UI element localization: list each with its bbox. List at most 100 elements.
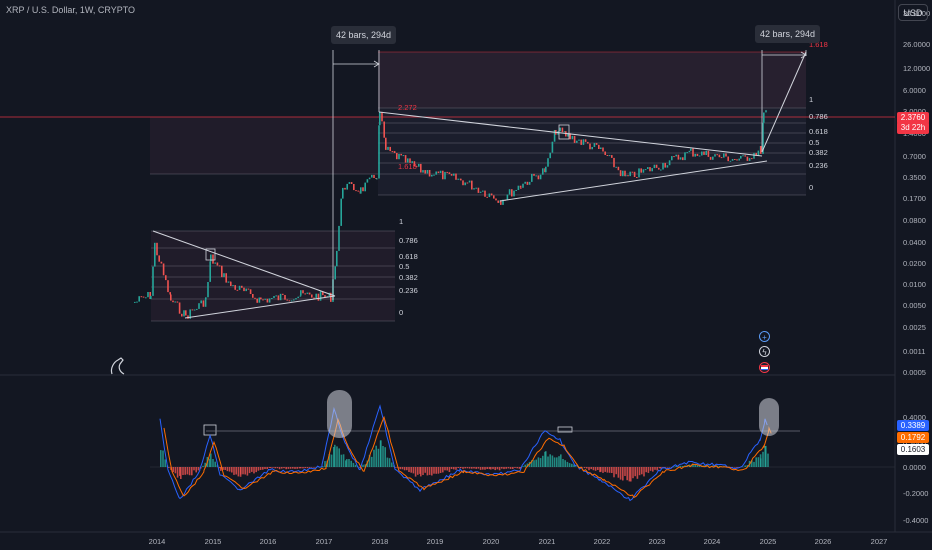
histogram-bar — [660, 467, 662, 469]
osc-blobs — [327, 390, 779, 438]
price-candle — [200, 300, 202, 304]
price-candle — [264, 298, 266, 300]
flag-icon[interactable] — [759, 362, 770, 373]
price-candle — [393, 151, 396, 153]
price-candle — [196, 308, 198, 310]
price-candle — [260, 297, 262, 300]
time-axis-label: 2018 — [372, 537, 389, 546]
price-candle — [398, 153, 400, 160]
price-candle — [402, 155, 405, 157]
price-candle — [705, 150, 707, 155]
price-candle — [297, 296, 299, 298]
histogram-bar — [453, 467, 455, 470]
price-candle — [277, 295, 280, 301]
histogram-bar — [590, 467, 592, 470]
price-candle — [214, 262, 216, 264]
histogram-bar — [746, 465, 749, 467]
price-candle — [172, 300, 174, 303]
price-candle — [210, 254, 212, 262]
price-candle — [212, 254, 214, 264]
price-candle — [627, 175, 629, 177]
histogram-bar — [222, 467, 224, 470]
histogram-bar — [426, 467, 429, 476]
histogram-bar — [439, 467, 442, 473]
price-candle — [725, 153, 727, 157]
histogram-bar — [424, 467, 426, 473]
histogram-bar — [304, 467, 306, 469]
currency-button[interactable]: USD — [898, 4, 928, 21]
price-candle — [679, 157, 682, 160]
histogram-bar — [244, 467, 246, 475]
histogram-bar — [218, 467, 221, 469]
price-candle — [437, 171, 440, 173]
lightning-icon[interactable]: ϟ — [759, 346, 770, 357]
price-candle — [524, 181, 526, 184]
fib-level-label: 0 — [809, 183, 813, 192]
price-candle — [245, 288, 247, 292]
price-candle — [760, 146, 762, 154]
price-candle — [293, 299, 295, 301]
histogram-bar — [613, 467, 615, 478]
price-axis-label: 0.0800 — [903, 216, 926, 225]
histogram-bar — [628, 467, 631, 482]
price-candle — [608, 155, 611, 157]
histogram-bar — [313, 467, 315, 468]
price-candle — [640, 168, 642, 173]
price-candle — [236, 289, 239, 291]
price-candle — [404, 155, 407, 163]
histogram-bar — [287, 467, 290, 469]
price-candle — [353, 184, 355, 191]
histogram-bar — [346, 459, 348, 467]
price-candle — [511, 189, 513, 197]
price-candle — [376, 178, 378, 180]
price-candle — [268, 298, 271, 303]
price-candle — [435, 171, 437, 175]
macd-line — [159, 404, 768, 502]
histogram-bar — [471, 467, 473, 469]
histogram-bar — [509, 467, 512, 469]
price-candle — [519, 185, 522, 188]
histogram-bar — [197, 467, 200, 471]
time-axis-label: 2027 — [871, 537, 888, 546]
price-candle — [169, 292, 171, 295]
histogram-bar — [259, 467, 262, 470]
histogram-bar — [712, 465, 714, 467]
price-candle — [718, 154, 721, 158]
price-candle — [387, 146, 389, 150]
price-candle — [533, 173, 535, 176]
histogram-bar — [755, 457, 757, 467]
plus-icon[interactable]: + — [759, 331, 770, 342]
histogram-bar — [551, 455, 554, 467]
histogram-bar — [311, 467, 313, 468]
histogram-bar — [435, 467, 437, 474]
price-axis-label: 0.0011 — [903, 347, 925, 356]
histogram-bar — [494, 467, 496, 471]
histogram-bar — [296, 467, 298, 469]
histogram-bar — [292, 467, 294, 469]
price-candle — [444, 171, 446, 180]
histogram-bar — [412, 467, 415, 474]
price-candle — [651, 168, 653, 172]
price-candle — [748, 158, 751, 161]
price-candle — [381, 111, 383, 122]
measure-label-2: 42 bars, 294d — [755, 25, 821, 43]
histogram-bar — [401, 467, 404, 470]
price-candle — [286, 299, 288, 301]
price-candle — [150, 295, 152, 300]
histogram-bar — [377, 448, 380, 467]
price-candle — [355, 190, 357, 192]
price-axis-label: 6.0000 — [903, 86, 926, 95]
price-candle — [193, 309, 196, 311]
price-candle — [181, 313, 183, 317]
price-candle — [662, 162, 664, 170]
histogram-bar — [571, 463, 573, 467]
price-candle — [198, 303, 200, 309]
price-candle — [176, 301, 179, 303]
histogram-bar — [195, 467, 197, 473]
oscillator-axis: 0.4000 0.2000 0.0000 -0.2000 -0.4000 — [903, 413, 928, 525]
price-candle — [742, 155, 744, 157]
price-candle — [690, 148, 692, 151]
histogram-bar — [226, 467, 229, 472]
price-candle — [299, 295, 302, 297]
